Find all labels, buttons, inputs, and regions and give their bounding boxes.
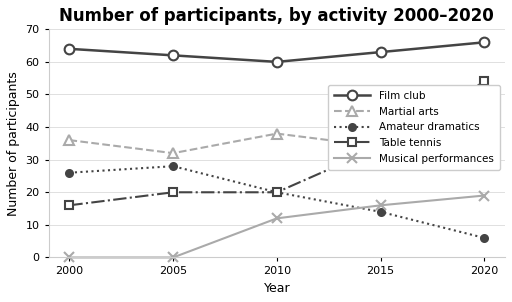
Film club — [67, 47, 73, 51]
Martial arts — [274, 132, 280, 135]
Amateur dramatics — [481, 236, 487, 240]
Table tennis — [170, 191, 176, 194]
Amateur dramatics — [274, 191, 280, 194]
Martial arts — [377, 145, 383, 149]
Amateur dramatics — [377, 210, 383, 214]
Line: Martial arts: Martial arts — [65, 129, 489, 158]
Y-axis label: Number of participants: Number of participants — [7, 71, 20, 216]
Martial arts — [170, 151, 176, 155]
Film club — [274, 60, 280, 64]
Line: Amateur dramatics: Amateur dramatics — [66, 163, 488, 241]
Martial arts — [481, 138, 487, 142]
Title: Number of participants, by activity 2000–2020: Number of participants, by activity 2000… — [59, 7, 494, 25]
Table tennis — [67, 204, 73, 207]
Amateur dramatics — [170, 164, 176, 168]
Line: Film club: Film club — [65, 37, 489, 67]
Amateur dramatics — [67, 171, 73, 175]
Musical performances — [274, 217, 280, 220]
Musical performances — [377, 204, 383, 207]
Film club — [377, 50, 383, 54]
Musical performances — [67, 256, 73, 259]
Film club — [481, 40, 487, 44]
Musical performances — [170, 256, 176, 259]
Film club — [170, 53, 176, 57]
Martial arts — [67, 138, 73, 142]
Musical performances — [481, 194, 487, 197]
X-axis label: Year: Year — [264, 282, 290, 295]
Table tennis — [274, 191, 280, 194]
Line: Musical performances: Musical performances — [65, 191, 489, 262]
Legend: Film club, Martial arts, Amateur dramatics, Table tennis, Musical performances: Film club, Martial arts, Amateur dramati… — [328, 85, 500, 170]
Line: Table tennis: Table tennis — [65, 77, 488, 210]
Table tennis — [377, 145, 383, 149]
Table tennis — [481, 80, 487, 83]
